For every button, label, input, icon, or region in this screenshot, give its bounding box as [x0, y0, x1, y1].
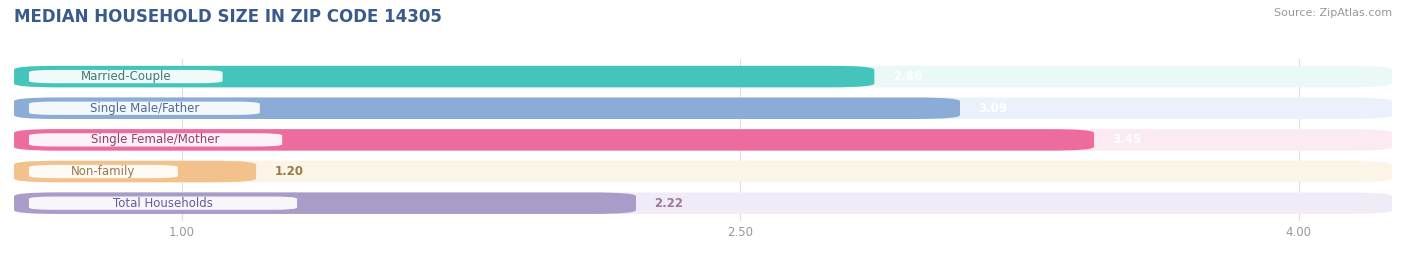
FancyBboxPatch shape	[14, 66, 875, 87]
FancyBboxPatch shape	[14, 192, 1392, 214]
FancyBboxPatch shape	[14, 192, 636, 214]
FancyBboxPatch shape	[30, 133, 283, 147]
FancyBboxPatch shape	[30, 197, 297, 210]
Text: MEDIAN HOUSEHOLD SIZE IN ZIP CODE 14305: MEDIAN HOUSEHOLD SIZE IN ZIP CODE 14305	[14, 8, 441, 26]
FancyBboxPatch shape	[14, 97, 960, 119]
Text: Married-Couple: Married-Couple	[80, 70, 172, 83]
Text: 2.22: 2.22	[655, 197, 683, 210]
FancyBboxPatch shape	[14, 129, 1392, 151]
Text: Single Female/Mother: Single Female/Mother	[91, 133, 219, 146]
FancyBboxPatch shape	[14, 97, 1392, 119]
FancyBboxPatch shape	[14, 129, 1094, 151]
Text: 2.86: 2.86	[893, 70, 922, 83]
Text: Source: ZipAtlas.com: Source: ZipAtlas.com	[1274, 8, 1392, 18]
FancyBboxPatch shape	[30, 70, 222, 83]
FancyBboxPatch shape	[14, 161, 256, 182]
FancyBboxPatch shape	[14, 161, 1392, 182]
FancyBboxPatch shape	[14, 66, 1392, 87]
Text: 3.09: 3.09	[979, 102, 1008, 115]
Text: Single Male/Father: Single Male/Father	[90, 102, 200, 115]
Text: 1.20: 1.20	[274, 165, 304, 178]
Text: 3.45: 3.45	[1112, 133, 1142, 146]
Text: Total Households: Total Households	[112, 197, 212, 210]
FancyBboxPatch shape	[30, 165, 179, 178]
FancyBboxPatch shape	[30, 102, 260, 115]
Text: Non-family: Non-family	[72, 165, 135, 178]
